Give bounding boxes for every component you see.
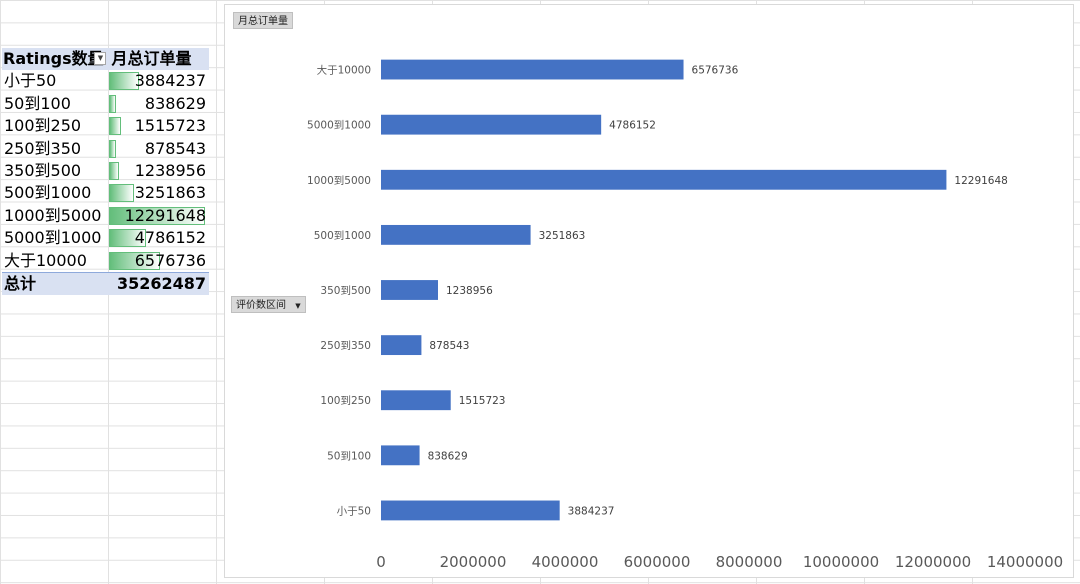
data-bar — [109, 206, 205, 225]
pivot-header-orders[interactable]: 月总订单量 — [111, 49, 192, 68]
category-tick-label: 1000到5000 — [307, 175, 371, 187]
bar-6[interactable] — [381, 169, 947, 190]
pivot-row: 大于10000 6576736 — [2, 250, 209, 272]
x-tick-label: 14000000 — [987, 553, 1063, 571]
data-label: 878543 — [429, 340, 469, 352]
category-tick-label: 大于10000 — [317, 64, 371, 77]
chart-axis-field-button[interactable]: 评价数区间 ▼ — [231, 296, 306, 313]
pivot-total-number: 35262487 — [116, 273, 206, 293]
pivot-row-value: 3251863 — [134, 183, 206, 203]
category-tick-label: 350到500 — [320, 285, 371, 297]
pivot-row-value: 4786152 — [134, 228, 206, 248]
x-tick-label: 10000000 — [803, 553, 879, 571]
pivot-row-value-cell[interactable]: 3884237 — [107, 70, 209, 92]
data-label: 3251863 — [539, 230, 586, 242]
bar-3[interactable] — [381, 335, 422, 356]
pivot-row: 500到1000 3251863 — [2, 182, 209, 204]
data-label: 12291648 — [954, 175, 1007, 187]
pivot-row: 1000到5000 12291648 — [2, 205, 209, 227]
pivot-row-label[interactable]: 大于10000 — [4, 250, 87, 270]
pivot-header-ratings[interactable]: Ratings数量 ▼ — [2, 48, 107, 70]
pivot-row: 100到250 1515723 — [2, 115, 209, 137]
data-bar — [109, 229, 147, 248]
pivot-row-value: 1238956 — [134, 160, 206, 180]
pivot-row-value-cell[interactable]: 878543 — [107, 138, 209, 160]
pivot-row-label[interactable]: 5000到1000 — [4, 228, 102, 248]
pivot-header-row: Ratings数量 ▼ 月总订单量 — [2, 48, 209, 71]
bar-4[interactable] — [381, 280, 438, 300]
category-tick-label: 小于50 — [337, 505, 371, 517]
pivot-row-value-cell[interactable]: 3251863 — [107, 182, 209, 204]
data-bar — [109, 161, 119, 180]
pivot-chart[interactable]: 月总订单量 评价数区间 ▼ 小于50 3884237 50到100 838629 100… — [224, 4, 1074, 578]
category-tick-label: 5000到1000 — [307, 120, 371, 132]
data-label: 6576736 — [692, 65, 739, 77]
pivot-row-value-cell[interactable]: 1238956 — [107, 160, 209, 182]
pivot-row-label[interactable]: 50到100 — [4, 93, 71, 113]
data-bar — [109, 139, 116, 158]
pivot-total-label[interactable]: 总计 — [4, 273, 37, 293]
pivot-table: Ratings数量 ▼ 月总订单量 小于50 3884237 50到100 83862… — [2, 48, 209, 296]
data-label: 3884237 — [568, 505, 615, 517]
pivot-row-value: 878543 — [144, 138, 206, 158]
bar-chart-svg: 小于50 3884237 50到100 838629 100到250 1515723 250… — [307, 59, 1063, 571]
x-tick-label: 8000000 — [716, 553, 783, 571]
pivot-row-value: 838629 — [144, 93, 206, 113]
data-bar — [109, 117, 121, 136]
pivot-total-value[interactable]: 35262487 — [107, 273, 209, 295]
data-label: 1515723 — [459, 395, 506, 407]
bar-5[interactable] — [381, 224, 531, 245]
chart-value-field-button[interactable]: 月总订单量 — [233, 12, 293, 29]
data-bar — [109, 184, 135, 203]
data-label: 4786152 — [609, 120, 656, 132]
bar-0[interactable] — [381, 500, 560, 521]
x-tick-label: 2000000 — [440, 553, 507, 571]
pivot-row-value: 6576736 — [134, 250, 206, 270]
pivot-row-value: 12291648 — [124, 205, 206, 225]
pivot-row-value-cell[interactable]: 838629 — [107, 93, 209, 115]
category-tick-label: 50到100 — [327, 450, 371, 462]
x-tick-label: 12000000 — [895, 553, 971, 571]
x-tick-label: 0 — [376, 553, 386, 571]
pivot-row: 250到350 878543 — [2, 138, 209, 160]
bar-8[interactable] — [381, 59, 684, 80]
pivot-row: 小于50 3884237 — [2, 70, 209, 92]
bar-1[interactable] — [381, 445, 420, 466]
chart-axis-field-dropdown-icon[interactable]: ▼ — [295, 302, 301, 310]
category-tick-label: 500到1000 — [314, 230, 371, 242]
pivot-row-label[interactable]: 小于50 — [4, 71, 57, 91]
pivot-row: 5000到1000 4786152 — [2, 227, 209, 249]
row-filter-dropdown-icon[interactable]: ▼ — [94, 52, 107, 65]
category-tick-label: 100到250 — [320, 395, 371, 407]
pivot-row-label[interactable]: 350到500 — [4, 160, 82, 180]
category-tick-label: 250到350 — [320, 340, 371, 352]
data-label: 838629 — [428, 450, 468, 462]
chart-axis-field-label: 评价数区间 — [236, 300, 286, 311]
pivot-header-ratings-label: Ratings数量 — [3, 49, 104, 68]
data-bar — [109, 72, 140, 91]
pivot-total-row: 总计 35262487 — [2, 271, 209, 296]
pivot-row: 350到500 1238956 — [2, 160, 209, 182]
bar-2[interactable] — [381, 390, 451, 411]
pivot-row-value: 3884237 — [134, 71, 206, 91]
pivot-row-label[interactable]: 500到1000 — [4, 183, 92, 203]
data-bar — [109, 94, 116, 113]
pivot-row-value: 1515723 — [134, 116, 206, 136]
pivot-row-label[interactable]: 1000到5000 — [4, 205, 102, 225]
pivot-row: 50到100 838629 — [2, 93, 209, 115]
pivot-row-label[interactable]: 250到350 — [4, 138, 82, 158]
pivot-row-value-cell[interactable]: 6576736 — [107, 250, 209, 272]
pivot-row-value-cell[interactable]: 1515723 — [107, 115, 209, 137]
data-bar — [109, 251, 161, 270]
data-label: 1238956 — [446, 285, 493, 297]
bar-7[interactable] — [381, 114, 602, 135]
x-tick-label: 6000000 — [624, 553, 691, 571]
pivot-row-label[interactable]: 100到250 — [4, 116, 82, 136]
pivot-row-value-cell[interactable]: 4786152 — [107, 227, 209, 249]
x-tick-label: 4000000 — [532, 553, 599, 571]
pivot-row-value-cell[interactable]: 12291648 — [107, 205, 209, 227]
